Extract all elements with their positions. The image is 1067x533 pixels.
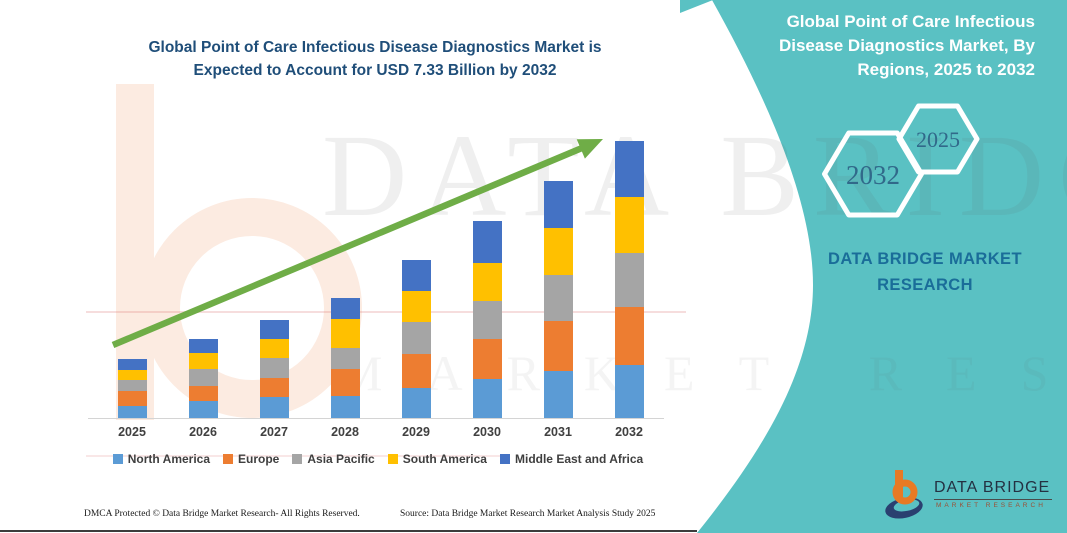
bar-segment-europe [259,377,289,397]
bar-segment-south-america [188,353,218,369]
x-axis-label-2027: 2027 [260,425,288,439]
bar-segment-south-america [117,369,147,381]
x-axis-label-2031: 2031 [544,425,572,439]
legend-item-middle-east-and-africa: Middle East and Africa [499,452,644,466]
bar-segment-north-america [472,379,502,418]
x-axis-label-2028: 2028 [331,425,359,439]
x-axis-label-2030: 2030 [473,425,501,439]
svg-text:2025: 2025 [916,127,960,152]
x-axis-label-2032: 2032 [615,425,643,439]
dbmr-logo-name: DATA BRIDGE [934,479,1052,500]
bottom-divider [0,530,697,532]
legend-item-south-america: South America [387,452,487,466]
legend-label: Middle East and Africa [514,452,644,466]
dbmr-logo: DATA BRIDGE MARKET RESEARCH [884,466,1059,528]
bar-segment-north-america [543,371,573,418]
brand-wordmark: DATA BRIDGE MARKET RESEARCH [795,246,1055,298]
right-panel-title-line1: Global Point of Care Infectious [786,12,1035,31]
x-axis-label-2025: 2025 [118,425,146,439]
bar-segment-europe [614,306,644,365]
bar-segment-south-america [614,197,644,254]
right-panel-title-line2: Disease Diagnostics Market, By [778,36,1035,55]
x-axis-label-2029: 2029 [402,425,430,439]
chart-legend: North America Europe Asia Pacific South Ame… [88,452,668,466]
watermark-marketresearch-text: MARKET RESEARCH [338,345,1067,401]
bar-stack-2025 [117,359,147,418]
bar-segment-north-america [330,396,360,418]
legend-swatch-icon [499,454,510,464]
bar-segment-north-america [117,405,147,418]
dbmr-logo-subname: MARKET RESEARCH [936,502,1046,509]
legend-label: North America [127,452,211,466]
chart-title-line2: Expected to Account for USD 7.33 Billion… [193,62,557,79]
legend-swatch-icon [112,454,123,464]
bar-segment-north-america [614,364,644,418]
bar-segment-north-america [259,396,289,418]
legend-label: Asia Pacific [307,452,375,466]
bar-segment-asia-pacific [330,347,360,369]
bar-segment-asia-pacific [614,253,644,307]
legend-label: South America [402,452,487,466]
hexagon-2032-icon: 2032 [822,130,924,218]
brand-line2: RESEARCH [877,276,973,294]
chart-title-line1: Global Point of Care Infectious Disease … [148,39,602,56]
bar-segment-asia-pacific [188,368,218,386]
svg-text:2032: 2032 [846,160,900,190]
footer-dmca-text: DMCA Protected © Data Bridge Market Rese… [84,509,360,519]
dbmr-logo-icon [885,470,923,519]
footer-source-text: Source: Data Bridge Market Research Mark… [400,509,656,519]
hexagon-2025-icon: 2025 [896,103,980,175]
bar-segment-europe [330,368,360,397]
bar-stack-2032 [614,141,644,418]
legend-item-north-america: North America [112,452,211,466]
bar-segment-europe [117,391,147,406]
bar-segment-asia-pacific [259,357,289,378]
right-panel-title-line3: Regions, 2025 to 2032 [857,60,1035,79]
legend-item-asia-pacific: Asia Pacific [292,452,375,466]
legend-swatch-icon [387,454,398,464]
bar-segment-north-america [188,401,218,418]
bar-segment-north-america [401,387,431,418]
legend-swatch-icon [223,454,234,464]
legend-item-europe: Europe [223,452,279,466]
bar-segment-middle-east-and-africa [117,359,147,370]
bar-segment-europe [188,385,218,402]
bar-segment-middle-east-and-africa [614,141,644,198]
legend-swatch-icon [292,454,303,464]
legend-label: Europe [238,452,280,466]
x-axis-label-2026: 2026 [189,425,217,439]
brand-line1: DATA BRIDGE MARKET [828,250,1022,268]
bar-segment-europe [401,354,431,388]
chart-title: Global Point of Care Infectious Disease … [95,36,655,82]
right-panel-title: Global Point of Care Infectious Disease … [745,10,1035,82]
bar-segment-asia-pacific [117,380,147,392]
x-axis-labels: 2025 2026 2027 2028 2029 2030 2031 2032 [88,425,668,443]
x-axis-line [88,418,664,419]
